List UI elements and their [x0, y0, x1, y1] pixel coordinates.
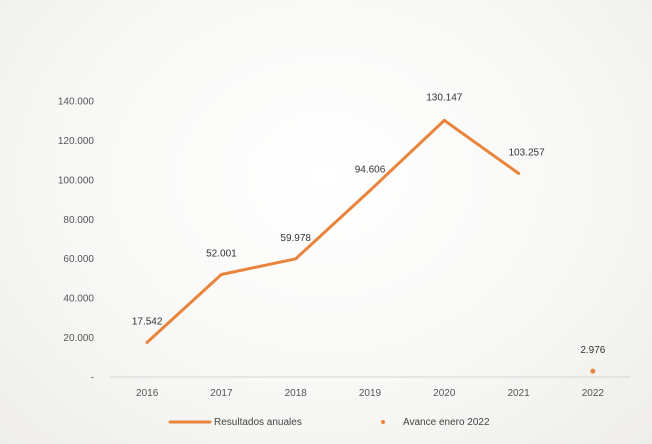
y-tick-label: 40.000: [63, 294, 94, 305]
y-tick-label: 140.000: [58, 97, 95, 108]
data-label: 103.257: [508, 147, 545, 158]
data-label: 59.978: [280, 233, 311, 244]
data-point: [294, 257, 298, 261]
x-tick-label: 2019: [359, 388, 382, 399]
marker-point: [590, 368, 596, 374]
data-label: 52.001: [206, 248, 237, 259]
y-axis: - 20.000 40.000 60.000 80.000 100.000 120.000 1…: [58, 97, 95, 384]
series-layer: [145, 118, 596, 374]
data-label: 94.606: [355, 164, 386, 175]
legend-label-avance: Avance enero 2022: [403, 417, 490, 428]
x-tick-label: 2018: [285, 388, 308, 399]
y-tick-label: 60.000: [63, 254, 94, 265]
data-point: [145, 340, 149, 344]
data-label: 2.976: [580, 345, 605, 356]
y-tick-label: 80.000: [63, 215, 94, 226]
data-label: 17.542: [132, 316, 163, 327]
x-axis: 2016 2017 2018 2019 2020 2021 2022: [136, 388, 604, 399]
data-point: [517, 171, 521, 175]
x-tick-label: 2020: [433, 388, 456, 399]
legend: Resultados anuales Avance enero 2022: [168, 417, 490, 428]
series-line: [145, 118, 521, 344]
data-label: 130.147: [426, 92, 463, 103]
data-point: [219, 272, 223, 276]
x-tick-label: 2017: [210, 388, 233, 399]
legend-label-resultados: Resultados anuales: [214, 417, 302, 428]
y-tick-label: 20.000: [63, 333, 94, 344]
data-point: [442, 118, 446, 122]
y-tick-label: -: [91, 373, 94, 384]
data-point: [368, 188, 372, 192]
x-tick-label: 2022: [582, 388, 605, 399]
legend-marker-swatch: [381, 420, 385, 424]
x-tick-label: 2021: [507, 388, 530, 399]
y-tick-label: 120.000: [58, 136, 95, 147]
x-tick-label: 2016: [136, 388, 159, 399]
y-tick-label: 100.000: [58, 175, 95, 186]
data-labels: 17.542 52.001 59.978 94.606 130.147 103.257 2.…: [132, 92, 606, 356]
